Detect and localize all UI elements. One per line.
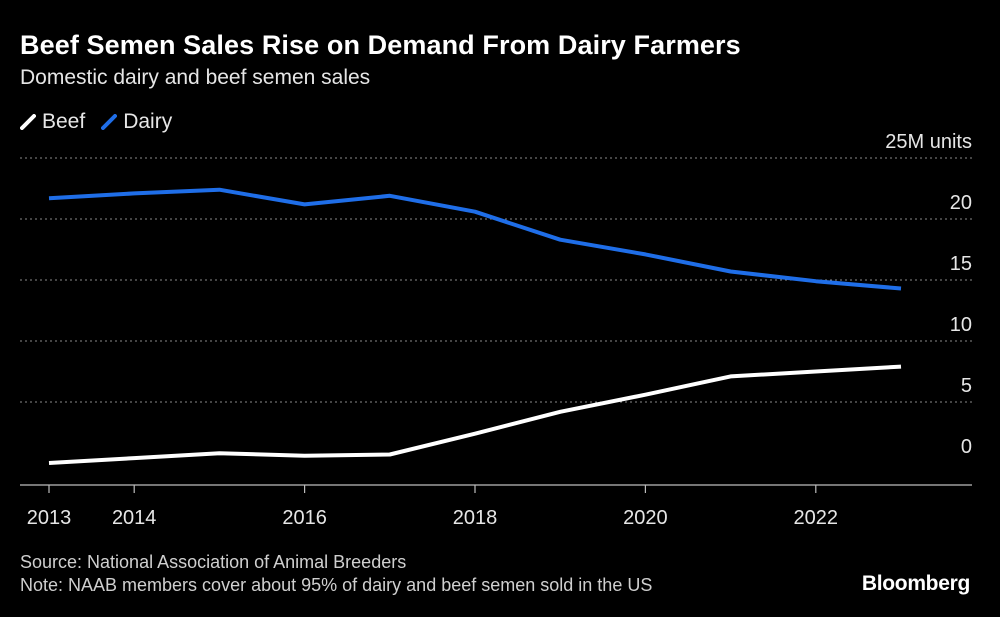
- legend-label-dairy: Dairy: [123, 110, 173, 133]
- legend: Beef Dairy: [20, 110, 188, 134]
- series-line-dairy: [48, 187, 902, 291]
- y-tick-label-0: 0: [961, 436, 972, 458]
- y-tick-label-20: 20: [950, 192, 972, 214]
- legend-swatch-dairy: [101, 114, 118, 130]
- bloomberg-logo: Bloomberg: [861, 572, 970, 595]
- legend-item-dairy: Dairy: [101, 110, 172, 134]
- x-tick-label-2022: 2022: [794, 507, 839, 529]
- chart-title: Beef Semen Sales Rise on Demand From Dai…: [20, 30, 741, 60]
- x-tick-label-2020: 2020: [623, 507, 668, 529]
- legend-swatch-beef: [20, 114, 36, 130]
- x-tick-label-2018: 2018: [453, 507, 498, 529]
- y-tick-label-10: 10: [950, 314, 972, 336]
- x-tick-label-2013: 2013: [27, 507, 72, 529]
- x-tick-label-2016: 2016: [282, 507, 327, 529]
- chart-subtitle: Domestic dairy and beef semen sales: [20, 66, 371, 89]
- y-tick-label-25: 25M units: [885, 131, 972, 153]
- y-tick-label-5: 5: [961, 375, 972, 397]
- series-line-beef: [48, 364, 902, 465]
- x-tick-label-2014: 2014: [112, 507, 157, 529]
- source-note: Source: National Association of Animal B…: [20, 552, 407, 572]
- footnote: Note: NAAB members cover about 95% of da…: [20, 575, 653, 595]
- legend-item-beef: Beef: [20, 110, 85, 134]
- y-tick-label-15: 15: [950, 253, 972, 275]
- legend-label-beef: Beef: [42, 110, 86, 133]
